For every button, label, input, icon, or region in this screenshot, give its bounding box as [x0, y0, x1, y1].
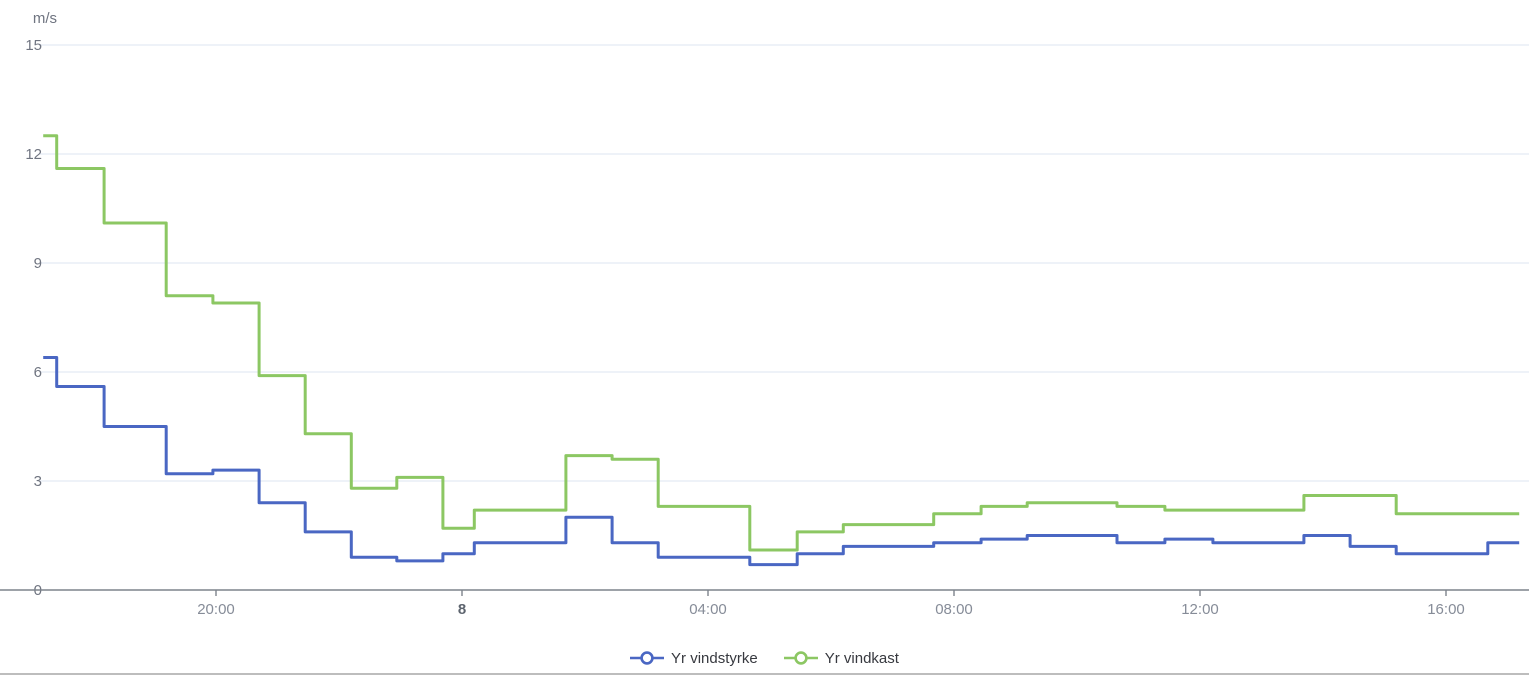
x-tick-label-16:00: 16:00	[1427, 601, 1465, 618]
x-tick-label-12:00: 12:00	[1181, 601, 1219, 618]
vindkast-line-marker-icon	[783, 651, 818, 665]
vindstyrke-series-line	[43, 356, 1520, 567]
vindkast-series-line	[43, 134, 1520, 552]
chart-legend: Yr vindstyrke Yr vindkast	[0, 644, 1529, 672]
x-tick-label-8: 8	[458, 601, 466, 618]
legend-item-vindstyrke[interactable]: Yr vindstyrke	[630, 650, 758, 666]
y-tick-label-15: 15	[25, 37, 42, 54]
y-axis-unit-label: m/s	[33, 10, 57, 27]
y-tick-label-12: 12	[25, 146, 42, 163]
x-tick-label-08:00: 08:00	[935, 601, 973, 618]
x-tick-label-20:00: 20:00	[197, 601, 235, 618]
x-tick-label-04:00: 04:00	[689, 601, 727, 618]
y-tick-label-3: 3	[34, 473, 42, 490]
y-tick-label-9: 9	[34, 255, 42, 272]
legend-label-vindstyrke: Yr vindstyrke	[671, 649, 758, 667]
bottom-divider	[0, 673, 1529, 675]
legend-label-vindkast: Yr vindkast	[824, 649, 899, 667]
vindstyrke-line-marker-icon	[630, 651, 665, 665]
legend-item-vindkast[interactable]: Yr vindkast	[783, 649, 899, 667]
y-tick-label-6: 6	[34, 364, 42, 381]
